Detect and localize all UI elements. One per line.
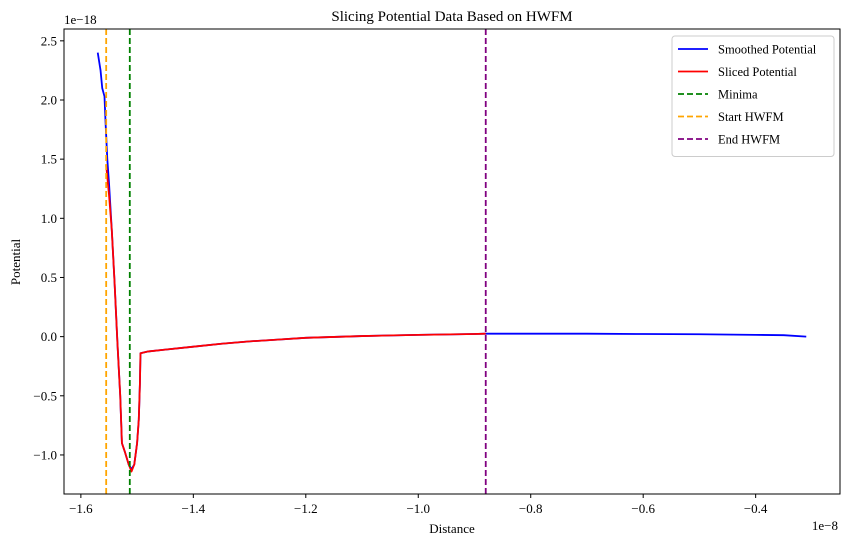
y-axis: −1.0 −0.5 0.0 0.5 1.0 1.5 2.0 2.5	[33, 33, 64, 462]
legend-label: Minima	[718, 88, 758, 102]
legend-item-end-hwfm: End HWFM	[678, 133, 780, 147]
series-sliced-potential	[105, 164, 486, 473]
legend-label: Smoothed Potential	[718, 43, 817, 57]
x-tick-label: −0.4	[744, 501, 768, 516]
y-tick-label: 2.5	[41, 33, 57, 48]
plot-area	[96, 29, 807, 494]
y-tick-label: 0.5	[41, 270, 57, 285]
x-axis: −1.6 −1.4 −1.2 −1.0 −0.8 −0.6 −0.4	[69, 494, 768, 516]
legend-label: End HWFM	[718, 133, 780, 147]
y-offset-text: 1e−18	[64, 12, 97, 27]
legend-box	[671, 35, 835, 157]
y-tick-label: 0.0	[41, 329, 57, 344]
x-tick-label: −0.8	[519, 501, 543, 516]
y-tick-label: 1.5	[41, 152, 57, 167]
x-offset-text: 1e−8	[812, 518, 838, 533]
x-tick-label: −1.2	[294, 501, 318, 516]
y-tick-label: 2.0	[41, 92, 57, 107]
x-axis-label: Distance	[429, 521, 475, 536]
legend-item-start-hwfm: Start HWFM	[678, 110, 784, 124]
y-tick-label: −0.5	[33, 388, 57, 403]
y-tick-label: 1.0	[41, 211, 57, 226]
y-axis-label: Potential	[8, 239, 23, 286]
x-tick-label: −1.6	[69, 501, 93, 516]
y-tick-label: −1.0	[33, 447, 57, 462]
legend: Smoothed Potential Sliced Potential Minima…	[671, 35, 835, 157]
x-tick-label: −0.6	[631, 501, 655, 516]
legend-label: Sliced Potential	[718, 65, 797, 79]
legend-item-smoothed-potential: Smoothed Potential	[678, 43, 817, 57]
legend-item-minima: Minima	[678, 88, 758, 102]
legend-label: Start HWFM	[718, 110, 784, 124]
legend-item-sliced-potential: Sliced Potential	[678, 65, 797, 79]
axes-frame	[63, 28, 841, 495]
x-tick-label: −1.0	[406, 501, 430, 516]
chart-title: Slicing Potential Data Based on HWFM	[331, 9, 572, 25]
x-tick-label: −1.4	[182, 501, 206, 516]
